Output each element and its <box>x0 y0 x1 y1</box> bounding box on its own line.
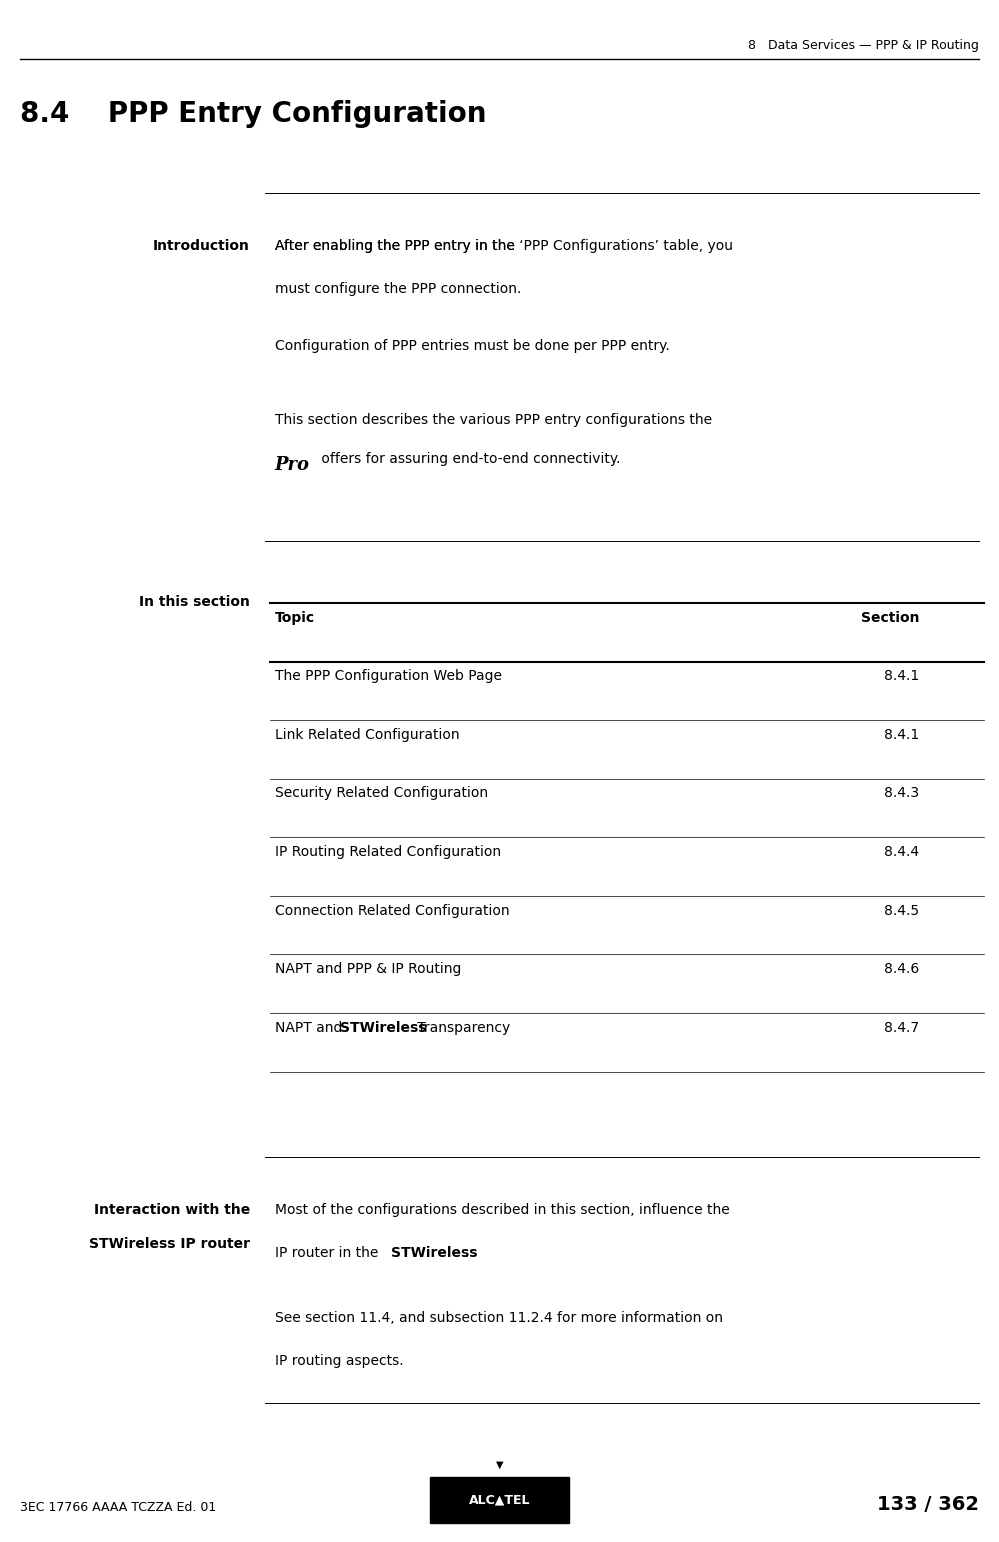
FancyBboxPatch shape <box>430 1477 569 1523</box>
Text: This section describes the various PPP entry configurations the: This section describes the various PPP e… <box>275 413 712 427</box>
Text: 8.4.1: 8.4.1 <box>884 728 919 742</box>
Text: 8.4.1: 8.4.1 <box>884 669 919 683</box>
Text: Transparency: Transparency <box>414 1021 510 1035</box>
Text: IP routing aspects.: IP routing aspects. <box>275 1354 404 1368</box>
Text: Section: Section <box>860 611 919 625</box>
Text: In this section: In this section <box>139 595 250 609</box>
Text: offers for assuring end-to-end connectivity.: offers for assuring end-to-end connectiv… <box>317 452 620 466</box>
Text: IP router in the: IP router in the <box>275 1246 383 1260</box>
Text: The PPP Configuration Web Page: The PPP Configuration Web Page <box>275 669 501 683</box>
Text: Security Related Configuration: Security Related Configuration <box>275 786 488 800</box>
Text: 133 / 362: 133 / 362 <box>877 1496 979 1514</box>
Text: Most of the configurations described in this section, influence the: Most of the configurations described in … <box>275 1203 729 1217</box>
Text: 8.4    PPP Entry Configuration: 8.4 PPP Entry Configuration <box>20 100 487 128</box>
Text: 8   Data Services — PPP & IP Routing: 8 Data Services — PPP & IP Routing <box>748 39 979 51</box>
Text: 8.4.3: 8.4.3 <box>884 786 919 800</box>
Text: STWireless: STWireless <box>391 1246 478 1260</box>
Text: ▼: ▼ <box>496 1460 503 1470</box>
Text: 8.4.4: 8.4.4 <box>884 845 919 859</box>
Text: 8.4.7: 8.4.7 <box>884 1021 919 1035</box>
Text: 3EC 17766 AAAA TCZZA Ed. 01: 3EC 17766 AAAA TCZZA Ed. 01 <box>20 1502 216 1514</box>
Text: Link Related Configuration: Link Related Configuration <box>275 728 460 742</box>
Text: ALC▲TEL: ALC▲TEL <box>469 1494 530 1507</box>
Text: .: . <box>465 1246 469 1260</box>
Text: 8.4.6: 8.4.6 <box>884 962 919 976</box>
Text: After enabling the PPP entry in the ‘PPP Configurations’ table, you: After enabling the PPP entry in the ‘PPP… <box>275 239 732 253</box>
Text: Interaction with the: Interaction with the <box>94 1203 250 1217</box>
Text: See section 11.4, and subsection 11.2.4 for more information on: See section 11.4, and subsection 11.2.4 … <box>275 1311 722 1325</box>
Text: After enabling the PPP entry in the: After enabling the PPP entry in the <box>275 239 518 253</box>
Text: STWireless: STWireless <box>341 1021 427 1035</box>
Text: NAPT and: NAPT and <box>275 1021 347 1035</box>
Text: Pro: Pro <box>275 456 310 475</box>
Text: Configuration of PPP entries must be done per PPP entry.: Configuration of PPP entries must be don… <box>275 339 669 353</box>
Text: Introduction: Introduction <box>153 239 250 253</box>
Text: NAPT and PPP & IP Routing: NAPT and PPP & IP Routing <box>275 962 462 976</box>
Text: IP Routing Related Configuration: IP Routing Related Configuration <box>275 845 500 859</box>
Text: 8.4.5: 8.4.5 <box>884 904 919 917</box>
Text: must configure the PPP connection.: must configure the PPP connection. <box>275 282 521 296</box>
Text: STWireless IP router: STWireless IP router <box>89 1237 250 1251</box>
Text: Topic: Topic <box>275 611 315 625</box>
Text: After enabling the PPP entry in the ‘PPP Configurations’ table, you: After enabling the PPP entry in the ‘PPP… <box>275 239 732 253</box>
Text: Connection Related Configuration: Connection Related Configuration <box>275 904 509 917</box>
